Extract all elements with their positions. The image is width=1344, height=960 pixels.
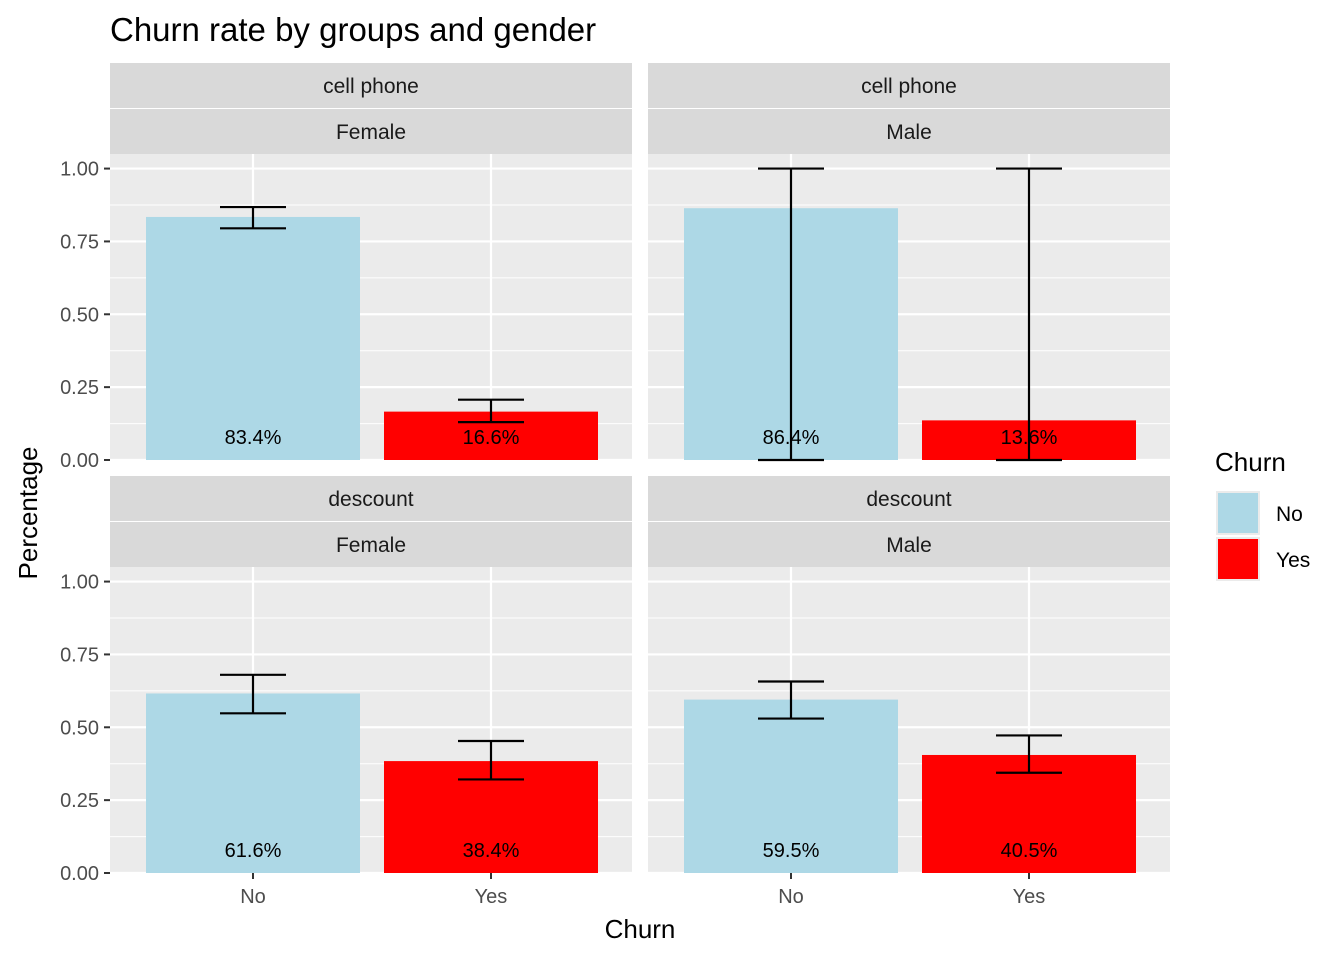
y-tick-label: 0.25 (60, 790, 99, 812)
strip-label-group: cell phone (323, 75, 419, 98)
strip-label-group: descount (866, 488, 951, 511)
strip-label-group: descount (328, 488, 413, 511)
y-tick-label: 1.00 (60, 159, 99, 181)
facet-strip (648, 476, 1170, 521)
data-label: 40.5% (1001, 840, 1058, 862)
facet-strip (110, 109, 632, 154)
y-tick-label: 0.25 (60, 377, 99, 399)
y-axis-title: Percentage (13, 447, 43, 580)
data-label: 16.6% (463, 427, 520, 449)
facet-strip (110, 476, 632, 521)
error-bar (758, 167, 824, 462)
error-bar (220, 205, 286, 230)
legend-label: No (1276, 503, 1303, 526)
bar-no (684, 699, 898, 873)
x-axis: No Yes No Yes (240, 873, 1045, 908)
facet-strip (648, 109, 1170, 154)
y-tick-label: 0.50 (60, 717, 99, 739)
y-tick-label: 0.00 (60, 450, 99, 472)
strip-label-group: cell phone (861, 75, 957, 98)
facet-panel: cell phone Male 86.4% 13.6% (648, 63, 1170, 462)
x-tick-label: Yes (1013, 886, 1046, 908)
facet-panel: cell phone Female 83.4% 16.6% (110, 63, 632, 462)
error-bar (458, 398, 524, 424)
x-tick-label: No (778, 886, 804, 908)
y-axis: 0.00 0.25 0.50 0.75 1.00 0.00 0.25 0.50 0.75 1.00 (60, 159, 110, 885)
data-label: 86.4% (763, 427, 820, 449)
strip-label-gender: Male (886, 534, 932, 557)
bar-no (146, 216, 360, 460)
error-bar (458, 739, 524, 781)
bar-no (146, 693, 360, 873)
y-tick-label: 0.75 (60, 644, 99, 666)
data-label: 38.4% (463, 840, 520, 862)
y-tick-label: 0.50 (60, 304, 99, 326)
data-label: 13.6% (1001, 427, 1058, 449)
bar-yes (922, 754, 1136, 873)
error-bar (758, 680, 824, 720)
x-axis-title: Churn (605, 914, 676, 944)
y-tick-label: 0.75 (60, 231, 99, 253)
x-tick-label: Yes (475, 886, 508, 908)
error-bar (996, 167, 1062, 462)
legend-swatch-yes (1218, 539, 1258, 579)
facet-strip (110, 63, 632, 108)
chart-title: Churn rate by groups and gender (110, 11, 596, 48)
strip-label-gender: Female (336, 534, 406, 557)
strip-label-gender: Male (886, 121, 932, 144)
facet-strip (110, 522, 632, 567)
legend-title: Churn (1215, 447, 1286, 477)
facet-panel: descount Female 61.6% 38.4% (110, 476, 632, 875)
x-tick-label: No (240, 886, 266, 908)
data-label: 83.4% (225, 427, 282, 449)
strip-label-gender: Female (336, 121, 406, 144)
legend-swatch-no (1218, 493, 1258, 533)
y-tick-label: 1.00 (60, 572, 99, 594)
legend-label: Yes (1276, 549, 1310, 572)
facet-panels: cell phone Female 83.4% 16.6% cell phone Male… (110, 63, 1170, 875)
error-bar (220, 673, 286, 715)
error-bar (996, 734, 1062, 774)
facet-panel: descount Male 59.5% 40.5% (648, 476, 1170, 875)
facet-strip (648, 63, 1170, 108)
facet-strip (648, 522, 1170, 567)
y-tick-label: 0.00 (60, 863, 99, 885)
data-label: 61.6% (225, 840, 282, 862)
data-label: 59.5% (763, 840, 820, 862)
legend: Churn No Yes (1215, 447, 1310, 581)
